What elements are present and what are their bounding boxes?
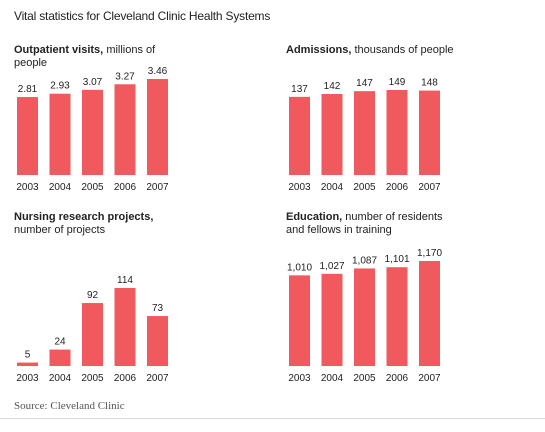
x-tick-label-2005: 2005 (353, 182, 376, 193)
bar-chart-education: 1,010 2003 1,027 2004 1,087 2005 1,101 2006 1,17… (287, 248, 442, 384)
data-label-2006: 114 (117, 275, 133, 286)
chart-title-bold: Outpatient visits, (14, 44, 104, 56)
data-label-2005: 147 (356, 78, 373, 89)
page-title: Vital statistics for Cleveland Clinic He… (14, 9, 271, 23)
x-tick-label-2005: 2005 (81, 182, 104, 193)
x-tick-label-2007: 2007 (418, 373, 441, 384)
chart-title-rest: millions of people (14, 44, 156, 69)
bar-chart-outpatient-visits: 2.81 2003 2.93 2004 3.07 2005 3.27 2006 3.46 2007 (16, 66, 169, 193)
footer-divider (0, 418, 545, 419)
x-tick-label-2004: 2004 (49, 182, 72, 193)
bar-2003 (17, 97, 38, 175)
x-tick-label-2003: 2003 (16, 182, 39, 193)
bar-2003 (17, 362, 38, 366)
data-label-2004: 1,027 (319, 261, 344, 272)
x-tick-label-2003: 2003 (288, 182, 311, 193)
x-tick-label-2003: 2003 (16, 373, 39, 384)
data-label-2003: 137 (291, 84, 308, 95)
chart-title: Admissions, thousands of people (286, 44, 456, 57)
chart-panel-nursing-research: Nursing research projects, number of proj… (14, 211, 264, 384)
chart-title-rest: thousands of people (354, 44, 454, 56)
x-tick-label-2005: 2005 (353, 373, 376, 384)
bar-chart-admissions: 137 2003 142 2004 147 2005 149 2006 148 2007 (288, 77, 441, 193)
x-tick-label-2007: 2007 (146, 373, 169, 384)
data-label-2006: 3.27 (115, 71, 135, 82)
chart-title: Education, number of residents and fello… (286, 211, 456, 237)
x-tick-label-2005: 2005 (81, 373, 104, 384)
data-label-2007: 1,170 (417, 248, 442, 259)
bar-2004 (321, 273, 343, 366)
x-tick-label-2003: 2003 (288, 373, 311, 384)
bar-chart-nursing-research: 5 2003 24 2004 92 2005 114 2006 73 2007 (16, 275, 169, 384)
x-tick-label-2004: 2004 (49, 373, 72, 384)
data-label-2005: 3.07 (83, 77, 103, 88)
data-label-2005: 92 (87, 290, 99, 301)
bar-2006 (386, 267, 408, 366)
bar-2006 (114, 84, 136, 175)
chart-panel-education: Education, number of residents and fello… (286, 211, 536, 384)
bar-2004 (321, 93, 343, 175)
data-label-2004: 142 (324, 81, 341, 92)
bar-2005 (354, 268, 375, 366)
data-label-2007: 148 (421, 78, 438, 89)
data-label-2006: 149 (389, 77, 406, 88)
data-label-2003: 1,010 (287, 262, 312, 273)
bar-2006 (114, 288, 136, 366)
bar-2007 (147, 79, 168, 175)
data-label-2003: 5 (25, 350, 31, 361)
x-tick-label-2004: 2004 (321, 373, 344, 384)
source-note: Source: Cleveland Clinic (14, 400, 125, 412)
data-label-2004: 24 (54, 337, 66, 348)
data-label-2007: 73 (152, 303, 164, 314)
bar-2005 (82, 89, 103, 175)
chart-panel-admissions: Admissions, thousands of people 137 2003 1… (286, 44, 536, 204)
x-tick-label-2007: 2007 (146, 182, 169, 193)
x-tick-label-2006: 2006 (114, 182, 137, 193)
x-tick-label-2007: 2007 (418, 182, 441, 193)
data-label-2005: 1,087 (352, 255, 377, 266)
bar-2007 (419, 261, 440, 366)
chart-title-rest: number of residents and fellows in train… (286, 211, 443, 236)
bar-2004 (49, 349, 71, 366)
x-tick-label-2006: 2006 (386, 373, 409, 384)
bar-2005 (82, 303, 103, 366)
chart-title-bold: Nursing research projects, (14, 211, 154, 223)
bar-2004 (49, 93, 71, 175)
chart-title-bold: Admissions, (286, 44, 352, 56)
chart-panel-outpatient-visits: Outpatient visits, millions of people 2.… (14, 44, 264, 204)
data-label-2007: 3.46 (148, 66, 168, 77)
x-tick-label-2004: 2004 (321, 182, 344, 193)
bar-2003 (289, 275, 310, 366)
data-label-2003: 2.81 (18, 84, 38, 95)
data-label-2006: 1,101 (384, 254, 409, 265)
x-tick-label-2006: 2006 (386, 182, 409, 193)
bar-2003 (289, 96, 310, 175)
bar-2005 (354, 91, 375, 175)
x-tick-label-2006: 2006 (114, 373, 137, 384)
chart-title-rest: number of projects (14, 224, 106, 236)
chart-title: Outpatient visits, millions of people (14, 44, 184, 70)
bar-2007 (147, 316, 168, 366)
chart-title-bold: Education, (286, 211, 343, 223)
bar-2006 (386, 90, 408, 175)
bar-2007 (419, 90, 440, 175)
chart-title: Nursing research projects, number of proj… (14, 211, 184, 237)
data-label-2004: 2.93 (50, 81, 70, 92)
